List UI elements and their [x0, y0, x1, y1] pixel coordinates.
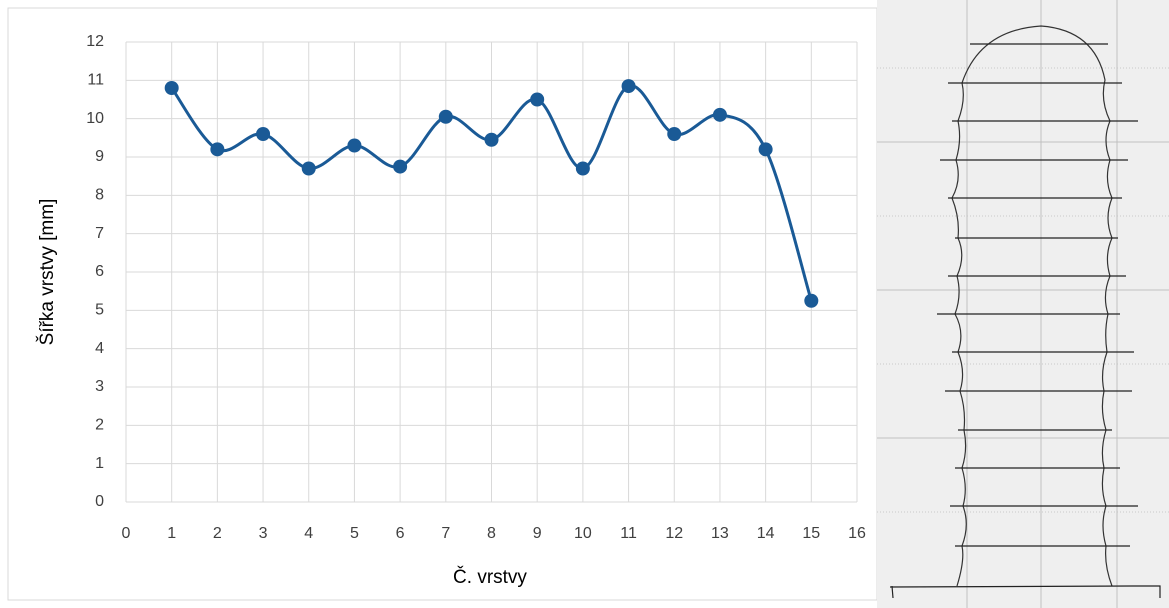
point: [621, 79, 636, 94]
x-tick-label: 1: [167, 525, 176, 542]
point: [393, 159, 408, 174]
y-tick-label: 11: [87, 72, 104, 89]
point: [667, 127, 682, 141]
point: [301, 161, 316, 176]
y-tick-label: 9: [95, 148, 104, 165]
x-tick-label: 5: [350, 525, 359, 542]
y-tick-label: 4: [95, 340, 104, 357]
y-tick-label: 12: [86, 33, 104, 50]
y-tick-label: 6: [95, 263, 104, 280]
x-tick-label: 10: [574, 525, 592, 542]
point: [256, 127, 271, 141]
x-tick-label: 7: [441, 525, 450, 542]
point: [712, 107, 727, 122]
x-tick-label: 15: [802, 525, 820, 542]
x-tick-label: 3: [259, 525, 268, 542]
profile-sketch: [877, 0, 1169, 608]
y-axis-label: Šířka vrstvy [mm]: [36, 199, 58, 346]
point: [758, 142, 773, 157]
point: [484, 132, 499, 147]
y-tick-label: 1: [95, 455, 104, 472]
point: [575, 161, 590, 176]
x-tick-label: 9: [533, 525, 542, 542]
x-tick-label: 8: [487, 525, 496, 542]
x-tick-label: 13: [711, 525, 729, 542]
y-tick-label: 10: [86, 110, 104, 127]
x-tick-label: 6: [396, 525, 405, 542]
point: [164, 81, 179, 95]
y-tick-label: 2: [95, 417, 104, 434]
x-tick-label: 14: [757, 525, 775, 542]
y-tick-label: 5: [95, 302, 104, 319]
x-tick-label: 0: [122, 525, 131, 542]
y-tick-label: 0: [95, 493, 104, 510]
y-tick-label: 3: [95, 378, 104, 395]
x-tick-label: 2: [213, 525, 222, 542]
point: [530, 92, 545, 107]
x-tick-label: 4: [304, 525, 313, 542]
x-tick-label: 12: [665, 525, 683, 542]
point: [438, 109, 453, 124]
x-axis-label: Č. vrstvy: [453, 566, 527, 588]
x-tick-label: 16: [848, 525, 866, 542]
x-tick-label: 11: [620, 525, 637, 542]
point: [347, 138, 362, 153]
point: [210, 142, 225, 157]
y-tick-label: 8: [95, 187, 104, 204]
y-tick-label: 7: [95, 225, 104, 242]
chart-frame: [7, 7, 878, 601]
point: [804, 293, 819, 308]
